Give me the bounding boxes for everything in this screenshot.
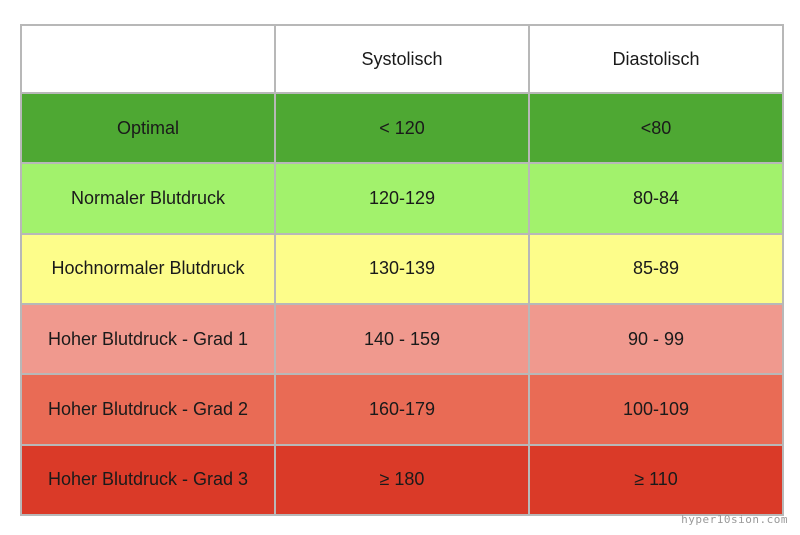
header-corner-cell: [20, 24, 276, 94]
diastolisch-cell: 100-109: [528, 373, 784, 446]
diastolisch-cell: <80: [528, 91, 784, 165]
systolisch-cell: 140 - 159: [274, 302, 530, 376]
systolisch-cell: 160-179: [274, 373, 530, 446]
table-header-row: Systolisch Diastolisch: [20, 24, 784, 94]
diastolisch-cell: ≥ 110: [528, 443, 784, 517]
table-row: Normaler Blutdruck 120-129 80-84: [20, 162, 784, 235]
table-row: Hoher Blutdruck - Grad 3 ≥ 180 ≥ 110: [20, 443, 784, 517]
row-label-cell: Hoher Blutdruck - Grad 1: [20, 302, 276, 376]
row-label-cell: Hoher Blutdruck - Grad 2: [20, 373, 276, 446]
systolisch-cell: < 120: [274, 91, 530, 165]
watermark-text: hyper10sion.com: [681, 513, 788, 526]
systolisch-cell: 120-129: [274, 162, 530, 235]
diastolisch-cell: 80-84: [528, 162, 784, 235]
row-label-cell: Normaler Blutdruck: [20, 162, 276, 235]
diastolisch-cell: 85-89: [528, 232, 784, 305]
row-label-cell: Optimal: [20, 91, 276, 165]
table-row: Hoher Blutdruck - Grad 2 160-179 100-109: [20, 373, 784, 446]
table-row: Hoher Blutdruck - Grad 1 140 - 159 90 - 99: [20, 302, 784, 376]
header-systolisch: Systolisch: [274, 24, 530, 94]
table-row: Hochnormaler Blutdruck 130-139 85-89: [20, 232, 784, 305]
table-body: Optimal < 120 <80 Normaler Blutdruck 120-129…: [20, 91, 784, 517]
systolisch-cell: ≥ 180: [274, 443, 530, 517]
diastolisch-cell: 90 - 99: [528, 302, 784, 376]
blood-pressure-table: Systolisch Diastolisch Optimal < 120 <80 No…: [20, 24, 784, 517]
row-label-cell: Hochnormaler Blutdruck: [20, 232, 276, 305]
table-row: Optimal < 120 <80: [20, 91, 784, 165]
systolisch-cell: 130-139: [274, 232, 530, 305]
row-label-cell: Hoher Blutdruck - Grad 3: [20, 443, 276, 517]
header-diastolisch: Diastolisch: [528, 24, 784, 94]
